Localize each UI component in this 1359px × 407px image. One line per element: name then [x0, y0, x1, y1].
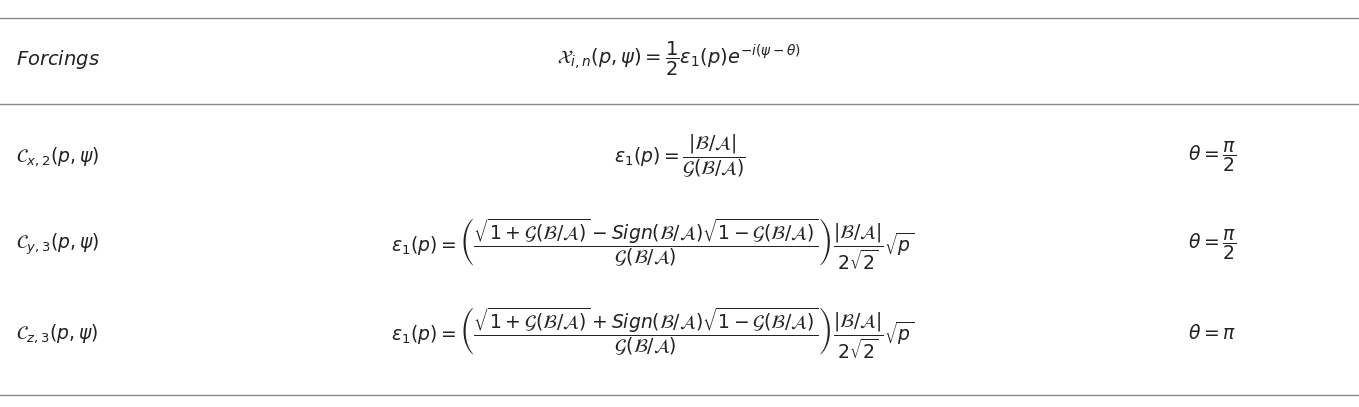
Text: $\varepsilon_1(p) = \left(\dfrac{\sqrt{1+\mathcal{G}(\mathcal{B}/\mathcal{A})} +: $\varepsilon_1(p) = \left(\dfrac{\sqrt{1… — [391, 306, 913, 361]
Text: $\mathcal{C}_{z,3}(p,\psi)$: $\mathcal{C}_{z,3}(p,\psi)$ — [16, 322, 99, 345]
Text: $\theta = \pi$: $\theta = \pi$ — [1188, 324, 1237, 343]
Text: $\mathcal{C}_{y,3}(p,\psi)$: $\mathcal{C}_{y,3}(p,\psi)$ — [16, 232, 99, 257]
Text: $\varepsilon_1(p) = \dfrac{|\mathcal{B}/\mathcal{A}|}{\mathcal{G}(\mathcal{B}/\m: $\varepsilon_1(p) = \dfrac{|\mathcal{B}/… — [613, 133, 746, 180]
Text: $\theta = \dfrac{\pi}{2}$: $\theta = \dfrac{\pi}{2}$ — [1188, 139, 1237, 174]
Text: $\it{Forcings}$: $\it{Forcings}$ — [16, 48, 101, 70]
Text: $\mathcal{X}_{i,n}(p,\psi) = \dfrac{1}{2}\varepsilon_1(p)e^{-i(\psi-\theta)}$: $\mathcal{X}_{i,n}(p,\psi) = \dfrac{1}{2… — [557, 40, 802, 78]
Text: $\varepsilon_1(p) = \left(\dfrac{\sqrt{1+\mathcal{G}(\mathcal{B}/\mathcal{A})} -: $\varepsilon_1(p) = \left(\dfrac{\sqrt{1… — [391, 217, 913, 272]
Text: $\theta = \dfrac{\pi}{2}$: $\theta = \dfrac{\pi}{2}$ — [1188, 227, 1237, 262]
Text: $\mathcal{C}_{x,2}(p,\psi)$: $\mathcal{C}_{x,2}(p,\psi)$ — [16, 145, 99, 168]
